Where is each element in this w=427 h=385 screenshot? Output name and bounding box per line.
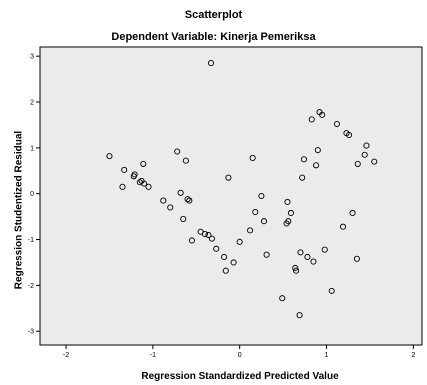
- data-point: [201, 231, 209, 238]
- data-point: [310, 258, 317, 265]
- data-point: [263, 251, 270, 258]
- data-point: [284, 198, 291, 206]
- x-tick-label: -1: [150, 352, 156, 359]
- data-point: [205, 231, 212, 239]
- y-axis: 3 2 1 0 -1 -2 -3: [28, 54, 40, 336]
- data-point: [140, 160, 147, 167]
- data-point: [333, 120, 340, 128]
- data-point: [363, 142, 370, 149]
- data-point: [247, 227, 254, 234]
- data-point: [136, 179, 143, 186]
- data-point: [319, 111, 326, 118]
- plot-area: [39, 46, 423, 346]
- data-point: [252, 208, 259, 216]
- data-point: [304, 253, 311, 261]
- data-point: [287, 209, 294, 217]
- data-points: [106, 59, 378, 319]
- data-point: [283, 220, 290, 227]
- x-tick-label: 1: [325, 352, 329, 359]
- data-point: [222, 267, 229, 274]
- data-point: [236, 238, 243, 245]
- data-point: [188, 237, 195, 244]
- data-point: [141, 180, 148, 187]
- data-point: [354, 160, 361, 167]
- data-point: [167, 204, 174, 211]
- data-point: [207, 59, 215, 67]
- data-point: [313, 162, 320, 169]
- data-point: [208, 235, 215, 242]
- y-tick-label: 3: [30, 54, 34, 61]
- y-tick-label: 2: [30, 100, 34, 107]
- data-point: [249, 154, 256, 161]
- data-point: [221, 253, 228, 261]
- x-tick-label: 2: [411, 352, 415, 359]
- data-point: [314, 147, 321, 154]
- data-point: [279, 295, 286, 302]
- data-point: [296, 312, 303, 319]
- data-point: [328, 287, 335, 294]
- x-axis: -2 -1 0 1 2: [63, 345, 415, 359]
- y-tick-label: -2: [28, 283, 34, 290]
- x-tick-label: -2: [63, 352, 69, 359]
- chart-subtitle: Dependent Variable: Kinerja Pemeriksa: [111, 31, 316, 43]
- y-tick-label: 0: [30, 191, 34, 198]
- data-point: [308, 116, 315, 123]
- data-point: [258, 192, 265, 200]
- x-tick-label: 0: [238, 352, 242, 359]
- data-point: [184, 196, 191, 203]
- data-point: [292, 264, 299, 272]
- data-point: [145, 183, 152, 190]
- data-point: [186, 197, 193, 204]
- y-tick-label: 1: [30, 145, 34, 152]
- data-point: [213, 245, 220, 252]
- data-point: [121, 166, 128, 173]
- y-tick-label: -1: [28, 237, 34, 244]
- data-point: [160, 197, 167, 204]
- data-point: [299, 174, 306, 181]
- data-point: [346, 131, 353, 139]
- data-point: [177, 189, 184, 196]
- data-point: [260, 218, 268, 225]
- data-point: [297, 249, 304, 256]
- data-point: [119, 183, 126, 190]
- data-point: [180, 215, 187, 222]
- data-point: [361, 151, 368, 158]
- y-axis-label: Regression Studentized Residual: [13, 130, 25, 290]
- data-point: [225, 174, 232, 181]
- data-point: [174, 148, 181, 155]
- data-point: [371, 158, 378, 165]
- y-tick-label: -3: [28, 329, 34, 336]
- x-axis-label: Regression Standardized Predicted Value: [141, 371, 339, 382]
- data-point: [321, 246, 328, 253]
- chart-title: Scatterplot: [184, 9, 243, 21]
- data-point: [182, 157, 189, 164]
- data-point: [131, 171, 138, 178]
- data-point: [300, 156, 307, 163]
- data-point: [293, 267, 300, 274]
- data-point: [106, 153, 113, 160]
- data-point: [230, 259, 237, 266]
- data-point: [349, 209, 356, 217]
- data-point: [353, 255, 360, 262]
- data-point: [339, 223, 347, 230]
